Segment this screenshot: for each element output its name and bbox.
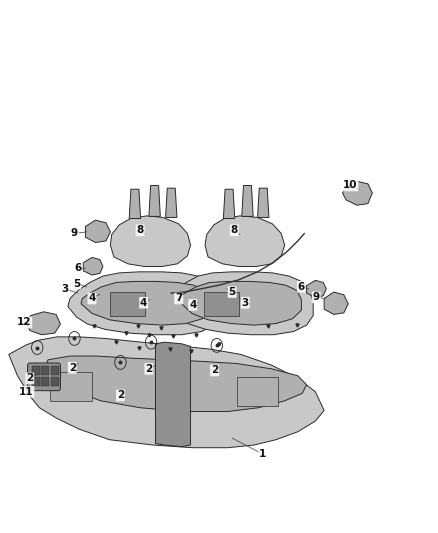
Text: 10: 10 bbox=[343, 181, 358, 190]
Polygon shape bbox=[81, 281, 209, 325]
Text: 3: 3 bbox=[242, 298, 249, 308]
Text: 6: 6 bbox=[298, 282, 305, 292]
Text: 2: 2 bbox=[26, 374, 33, 383]
Polygon shape bbox=[177, 281, 301, 325]
Polygon shape bbox=[307, 280, 326, 297]
Text: 2: 2 bbox=[117, 391, 124, 400]
Polygon shape bbox=[149, 185, 160, 216]
Bar bbox=[237, 377, 278, 406]
Text: 5: 5 bbox=[73, 279, 80, 288]
Polygon shape bbox=[242, 185, 253, 216]
Bar bbox=[42, 366, 49, 375]
Text: 5: 5 bbox=[229, 287, 236, 297]
Polygon shape bbox=[258, 188, 269, 217]
Polygon shape bbox=[324, 292, 348, 314]
Text: 3: 3 bbox=[61, 284, 68, 294]
Text: 8: 8 bbox=[137, 225, 144, 235]
Text: 8: 8 bbox=[231, 225, 238, 235]
Text: 4: 4 bbox=[88, 294, 95, 303]
Bar bbox=[204, 292, 239, 316]
Text: 9: 9 bbox=[71, 229, 78, 238]
Text: 2: 2 bbox=[145, 364, 152, 374]
Polygon shape bbox=[129, 189, 141, 219]
Polygon shape bbox=[110, 216, 191, 266]
Bar bbox=[32, 366, 40, 375]
Polygon shape bbox=[170, 272, 313, 335]
Bar bbox=[42, 377, 49, 386]
Polygon shape bbox=[166, 188, 177, 217]
Text: 12: 12 bbox=[17, 318, 32, 327]
Polygon shape bbox=[9, 337, 324, 448]
Text: 1: 1 bbox=[259, 449, 266, 459]
Bar bbox=[51, 377, 59, 386]
Polygon shape bbox=[68, 272, 221, 335]
FancyBboxPatch shape bbox=[28, 363, 60, 391]
Text: 4: 4 bbox=[189, 300, 196, 310]
Text: 6: 6 bbox=[74, 263, 81, 272]
Text: 2: 2 bbox=[69, 363, 76, 373]
Polygon shape bbox=[205, 216, 285, 266]
Text: 7: 7 bbox=[175, 294, 182, 303]
Polygon shape bbox=[155, 342, 191, 447]
Text: 4: 4 bbox=[140, 298, 147, 308]
Polygon shape bbox=[44, 356, 307, 411]
Text: 2: 2 bbox=[211, 366, 218, 375]
Bar bbox=[110, 292, 145, 316]
Text: 9: 9 bbox=[313, 293, 320, 302]
Polygon shape bbox=[83, 257, 103, 275]
Bar bbox=[51, 366, 59, 375]
Bar bbox=[32, 377, 40, 386]
Bar bbox=[50, 372, 92, 401]
Polygon shape bbox=[223, 189, 235, 219]
Text: 11: 11 bbox=[19, 387, 34, 397]
Polygon shape bbox=[26, 312, 60, 335]
Polygon shape bbox=[85, 220, 110, 243]
Polygon shape bbox=[343, 181, 372, 205]
